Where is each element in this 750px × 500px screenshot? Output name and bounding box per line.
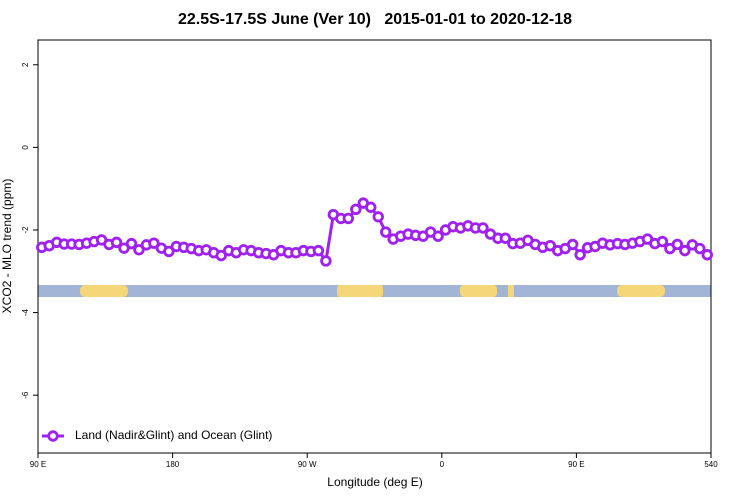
data-point	[163, 245, 175, 258]
data-point	[574, 249, 586, 261]
x-tick-label: 180	[166, 460, 180, 469]
x-tick-label: 0	[440, 460, 445, 469]
data-point	[125, 237, 138, 250]
data-point	[701, 249, 713, 261]
data-point	[342, 212, 355, 225]
land-band	[617, 285, 665, 297]
legend-marker	[47, 430, 59, 442]
data-point	[656, 235, 669, 248]
x-tick-label: 90 E	[30, 460, 46, 469]
x-axis-label: Longitude (deg E)	[327, 475, 422, 489]
y-tick-label: -4	[21, 308, 30, 316]
chart-title: 22.5S-17.5S June (Ver 10) 2015-01-01 to …	[178, 11, 572, 28]
land-band	[508, 285, 514, 297]
x-tick-label: 90 E	[568, 460, 584, 469]
land-band	[460, 285, 497, 297]
data-point	[110, 236, 123, 249]
y-tick-label: 2	[21, 62, 30, 67]
data-point	[350, 203, 362, 216]
data-point	[365, 201, 377, 213]
data-point	[499, 232, 512, 244]
data-point	[477, 222, 489, 234]
data-point	[679, 244, 691, 257]
y-tick-label: -2	[21, 226, 30, 234]
y-tick-label: -6	[21, 391, 30, 399]
y-axis-label: XCO2 - MLO trend (ppm)	[0, 179, 14, 314]
data-point	[133, 244, 145, 256]
data-point	[432, 230, 444, 242]
y-tick-label: 0	[21, 145, 30, 150]
data-point	[312, 244, 325, 257]
data-point	[380, 226, 392, 238]
data-point	[215, 249, 227, 262]
data-point	[320, 255, 332, 267]
x-tick-label: 90 W	[298, 460, 317, 469]
land-band	[337, 285, 383, 297]
x-tick-label: 540	[704, 460, 718, 469]
data-point	[671, 238, 684, 251]
land-ocean-strip	[38, 285, 711, 297]
legend-label: Land (Nadir&Glint) and Ocean (Glint)	[75, 428, 272, 442]
data-point	[148, 237, 160, 249]
land-band	[80, 285, 128, 297]
data-point	[544, 239, 556, 252]
data-point	[372, 211, 384, 223]
data-point	[566, 238, 579, 251]
data-point	[694, 242, 706, 255]
